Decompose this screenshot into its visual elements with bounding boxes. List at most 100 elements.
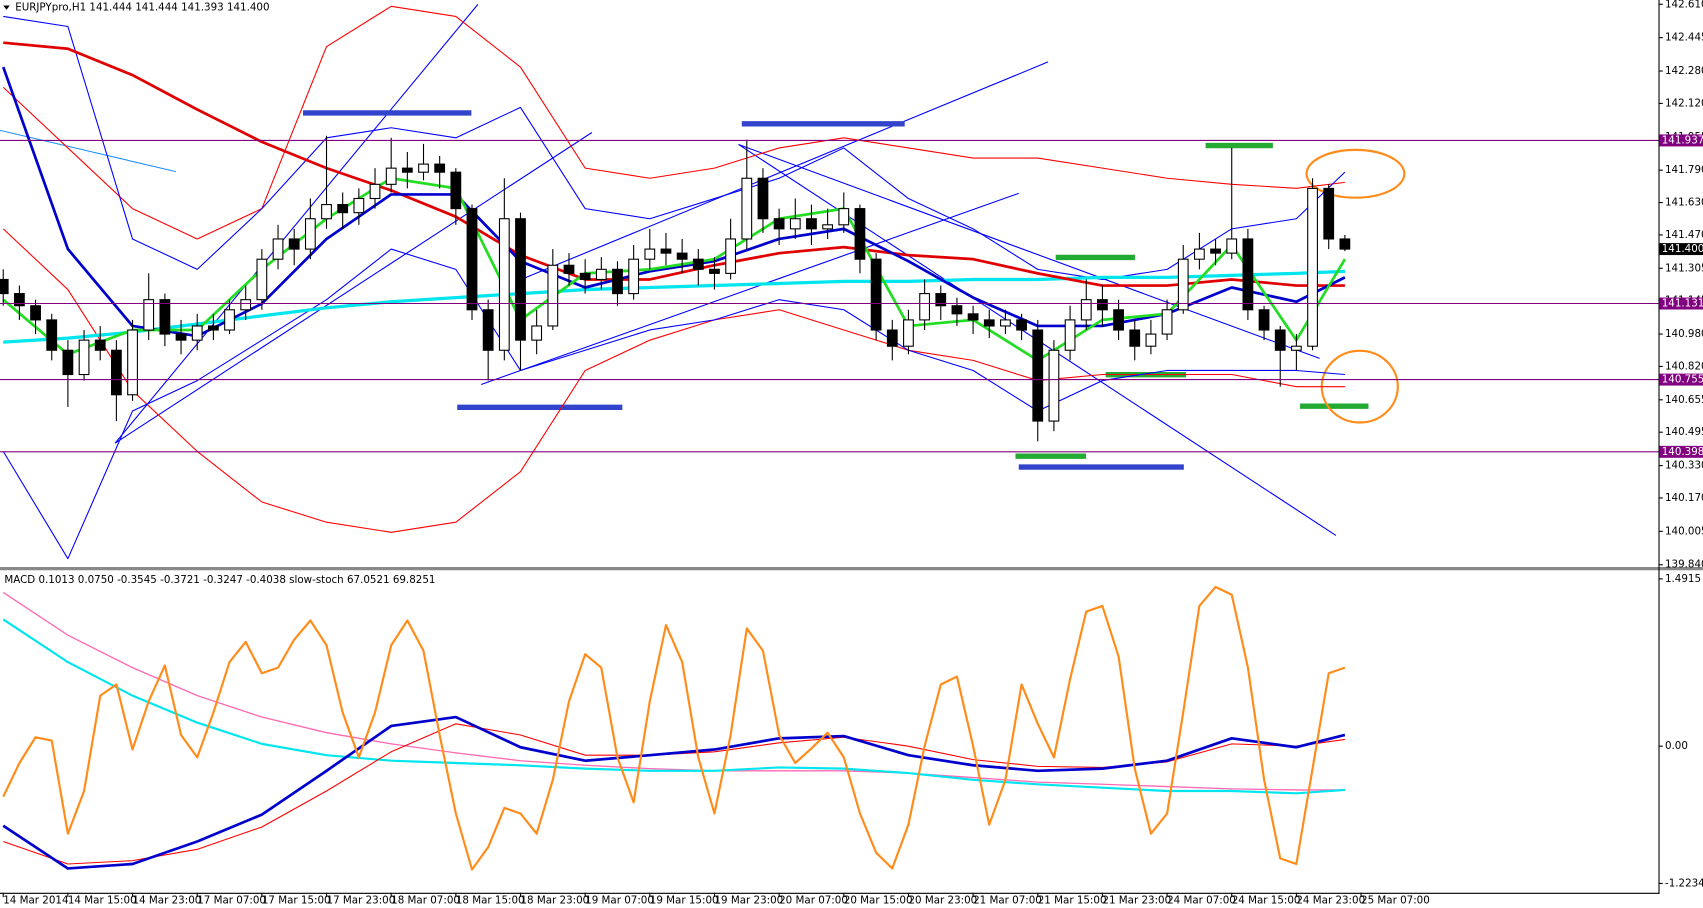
x-tick-label: 21 Mar 07:00 bbox=[973, 894, 1042, 906]
trend-line bbox=[518, 61, 1049, 281]
candle-body bbox=[1129, 329, 1141, 347]
candle-body bbox=[870, 258, 882, 331]
indicator-line bbox=[2, 228, 1345, 533]
x-tick-label: 19 Mar 15:00 bbox=[650, 894, 719, 906]
candle-body bbox=[1307, 187, 1318, 347]
candle-body bbox=[304, 218, 316, 250]
indicator-line bbox=[2, 585, 1346, 871]
y-tick-label: 140.980 bbox=[1665, 328, 1703, 340]
candle-body bbox=[1339, 238, 1351, 250]
candle-body bbox=[385, 167, 397, 185]
candle-body bbox=[0, 278, 9, 295]
indicator-title: MACD 0.1013 0.0750 -0.3545 -0.3721 -0.32… bbox=[4, 574, 435, 586]
candle-body bbox=[1210, 248, 1221, 254]
y-tick-label: 140.330 bbox=[1665, 460, 1703, 472]
candle-body bbox=[321, 204, 332, 220]
level-box bbox=[1659, 297, 1703, 310]
y-tick-label: -1.2234 bbox=[1665, 877, 1703, 889]
candle-body bbox=[1080, 299, 1092, 321]
indicator-line bbox=[3, 15, 1346, 281]
level-label: 140.398 bbox=[1662, 446, 1703, 458]
x-tick-label: 25 Mar 07:00 bbox=[1361, 894, 1430, 906]
x-tick-label: 14 Mar 23:00 bbox=[133, 894, 202, 906]
candle-body bbox=[159, 299, 171, 335]
candle-body bbox=[337, 204, 349, 214]
candle-body bbox=[822, 224, 834, 230]
level-label: 141.937 bbox=[1662, 134, 1703, 146]
y-tick-label: 140.170 bbox=[1665, 492, 1703, 504]
candle-body bbox=[434, 163, 446, 173]
y-tick-label: 140.655 bbox=[1665, 394, 1703, 406]
x-tick-label: 14 Mar 15:00 bbox=[68, 894, 137, 906]
x-tick-label: 18 Mar 23:00 bbox=[520, 894, 589, 906]
candle-body bbox=[1242, 238, 1254, 311]
x-tick-label: 17 Mar 07:00 bbox=[197, 894, 266, 906]
candle-body bbox=[1194, 248, 1205, 260]
candle-body bbox=[741, 177, 753, 240]
candle-body bbox=[288, 238, 300, 250]
indicator-panel bbox=[2, 585, 1346, 871]
candle-body bbox=[14, 293, 25, 307]
y-tick-label: 140.820 bbox=[1665, 360, 1703, 372]
y-tick-label: 142.120 bbox=[1665, 97, 1703, 109]
last-price-box bbox=[1659, 243, 1703, 256]
y-tick-label: 141.630 bbox=[1665, 197, 1703, 209]
candle-body bbox=[207, 325, 219, 331]
candle-body bbox=[903, 319, 914, 347]
candle-body bbox=[1113, 309, 1124, 331]
candle-body bbox=[709, 268, 720, 274]
candle-body bbox=[563, 264, 575, 274]
trend-line bbox=[114, 4, 479, 444]
candle-body bbox=[1274, 329, 1286, 351]
candle-body bbox=[1064, 319, 1076, 351]
trend-line bbox=[114, 132, 593, 444]
menu-arrow[interactable] bbox=[3, 5, 10, 10]
candle-body bbox=[466, 208, 478, 311]
candle-body bbox=[30, 305, 41, 321]
x-tick-label: 21 Mar 23:00 bbox=[1102, 894, 1171, 906]
candle-body bbox=[692, 258, 704, 270]
candle-body bbox=[78, 339, 90, 376]
price-panel bbox=[0, 5, 1659, 560]
x-tick-label: 24 Mar 15:00 bbox=[1232, 894, 1301, 906]
candle-body bbox=[951, 305, 963, 315]
candle-body bbox=[256, 258, 268, 301]
candle-body bbox=[644, 248, 656, 260]
candle-body bbox=[628, 258, 640, 295]
level-box bbox=[1659, 373, 1703, 386]
candle-body bbox=[660, 248, 672, 254]
y-tick-label: 1.4915 bbox=[1665, 573, 1701, 585]
candle-body bbox=[531, 325, 543, 341]
trend-line bbox=[738, 143, 1320, 359]
indicator-line bbox=[2, 618, 1345, 795]
x-tick-label: 17 Mar 23:00 bbox=[327, 894, 396, 906]
candle-body bbox=[1161, 309, 1173, 335]
y-tick-label: 142.280 bbox=[1665, 65, 1703, 77]
y-tick-label: 139.840 bbox=[1665, 559, 1703, 571]
candle-body bbox=[110, 349, 122, 396]
candle-body bbox=[224, 309, 235, 331]
candle-body bbox=[191, 325, 203, 341]
x-tick-label: 19 Mar 07:00 bbox=[585, 894, 654, 906]
candle-body bbox=[547, 264, 559, 327]
y-tick-label: 141.305 bbox=[1665, 262, 1703, 274]
candle-body bbox=[272, 238, 284, 260]
candle-body bbox=[725, 238, 737, 274]
x-tick-label: 20 Mar 23:00 bbox=[908, 894, 977, 906]
candle-body bbox=[854, 208, 866, 260]
candle-body bbox=[369, 183, 381, 200]
candle-body bbox=[676, 252, 688, 260]
candle-body bbox=[1323, 187, 1335, 240]
candle-body bbox=[935, 293, 947, 307]
y-tick-label: 0.00 bbox=[1665, 740, 1688, 752]
candle-body bbox=[1258, 309, 1270, 331]
candle-body bbox=[1145, 333, 1157, 347]
level-box bbox=[1659, 445, 1703, 458]
level-box bbox=[1659, 134, 1703, 147]
candle-body bbox=[240, 299, 252, 311]
y-tick-label: 141.790 bbox=[1665, 164, 1703, 176]
indicator-line bbox=[2, 5, 1345, 240]
y-tick-label: 142.445 bbox=[1665, 32, 1703, 44]
x-tick-label: 21 Mar 15:00 bbox=[1038, 894, 1107, 906]
